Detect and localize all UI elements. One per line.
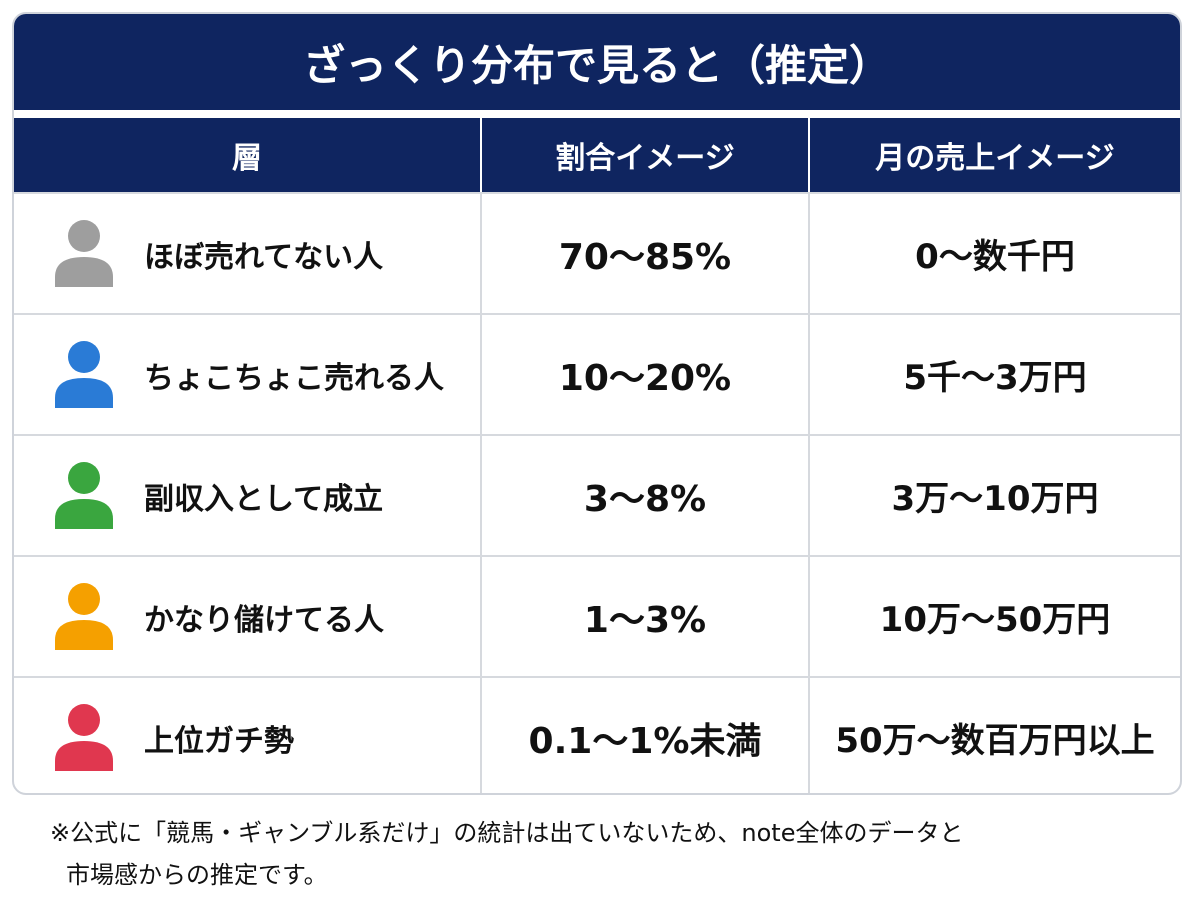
table-row: かなり儲けてる人 1～3% 10万～50万円 [14,555,1180,676]
table-cell: 副収入として成立 [14,436,480,555]
table-row: 副収入として成立 3～8% 3万～10万円 [14,434,1180,555]
table-cell: かなり儲けてる人 [14,557,480,676]
person-icon [55,219,113,287]
table-cell: ほぼ売れてない人 [14,194,480,313]
table-cell: 1～3% [480,557,808,676]
layer-name: かなり儲けてる人 [144,602,384,638]
table-cell: 3～8% [480,436,808,555]
table-cell: ちょこちょこ売れる人 [14,315,480,434]
layer-name: ほぼ売れてない人 [144,239,384,275]
footnote-line: ※公式に「競馬・ギャンブル系だけ」の統計は出ていないため、note全体のデータと [50,819,964,847]
header-cell: 層 [232,141,262,176]
footnote-line: 市場感からの推定です。 [66,861,328,889]
table-cell: 50万～数百万円以上 [808,678,1180,793]
table-cell: 5千～3万円 [808,315,1180,434]
person-icon [55,340,113,408]
header-cell: 月の売上イメージ [808,118,1180,192]
layer-name: 上位ガチ勢 [144,723,294,759]
table-row: ちょこちょこ売れる人 10～20% 5千～3万円 [14,313,1180,434]
table-cell: 0.1～1%未満 [480,678,808,793]
title: ざっくり分布で見ると（推定） [14,14,1180,110]
table-cell: 70～85% [480,194,808,313]
person-icon [55,461,113,529]
table-row: ほぼ売れてない人 70～85% 0～数千円 [14,192,1180,313]
header-row: 層 割合イメージ 月の売上イメージ [14,118,1180,192]
table-cell: 10万～50万円 [808,557,1180,676]
footnote: ※公式に「競馬・ギャンブル系だけ」の統計は出ていないため、note全体のデータと… [50,812,963,896]
person-icon [55,582,113,650]
table-cell: 上位ガチ勢 [14,678,480,793]
person-icon [55,703,113,771]
distribution-card: ざっくり分布で見ると（推定） 層 割合イメージ 月の売上イメージ ほぼ売れてない… [12,12,1182,795]
table-cell: 3万～10万円 [808,436,1180,555]
layer-name: ちょこちょこ売れる人 [144,360,444,396]
layer-name: 副収入として成立 [144,481,384,517]
header-cell: 割合イメージ [480,118,808,192]
table-cell: 0～数千円 [808,194,1180,313]
table-row: 上位ガチ勢 0.1～1%未満 50万～数百万円以上 [14,676,1180,793]
table-cell: 10～20% [480,315,808,434]
